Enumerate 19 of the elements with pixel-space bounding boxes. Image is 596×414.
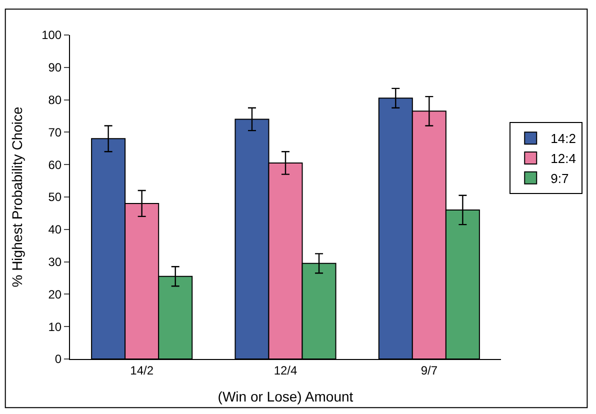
y-tick-label: 10 [48,320,62,334]
y-tick-label: 20 [48,287,62,302]
y-axis-title: % Highest Probability Choice [9,106,26,288]
legend-label: 14:2 [550,131,576,146]
y-tick-label: 40 [48,222,62,237]
x-tick-label: 9/7 [420,363,438,378]
legend-label: 9:7 [550,170,569,186]
x-axis-title: (Win or Lose) Amount [218,388,354,405]
y-tick-label: 30 [48,255,62,269]
x-tick-label: 12/4 [274,363,298,378]
y-tick-label: 70 [48,125,62,140]
y-tick-label: 0 [54,352,62,366]
x-tick-label: 14/2 [130,363,154,378]
y-tick-label: 60 [48,158,62,172]
y-tick-label: 100 [42,28,62,42]
y-tick-label: 90 [48,60,62,75]
y-tick-label: 80 [48,93,62,107]
y-tick-label: 50 [48,190,62,204]
legend-label: 12:4 [550,151,576,166]
